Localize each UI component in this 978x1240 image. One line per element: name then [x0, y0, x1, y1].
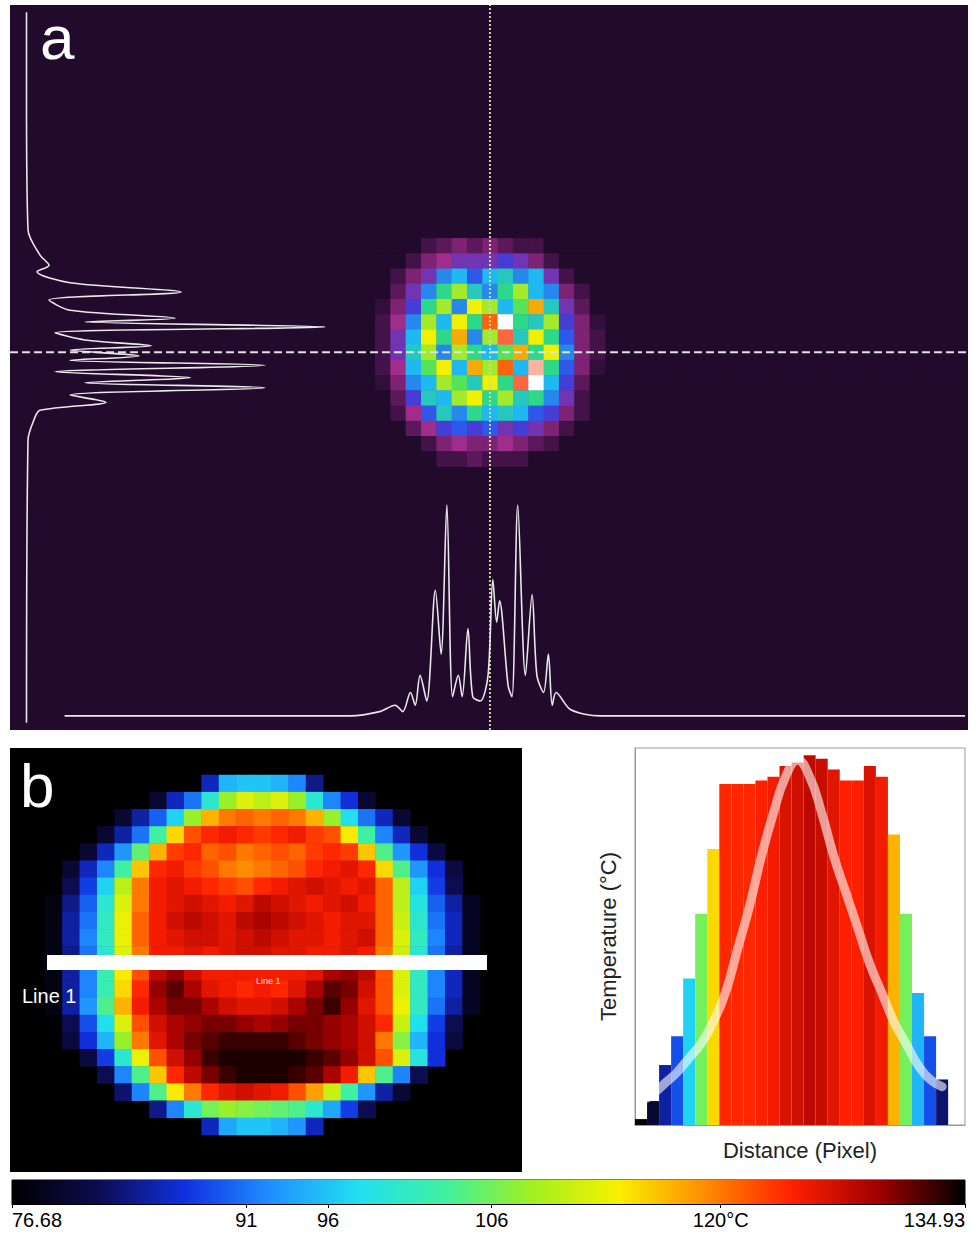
svg-text:Distance (Pixel): Distance (Pixel)	[723, 1138, 877, 1163]
svg-text:106: 106	[475, 1209, 508, 1231]
svg-text:134.93: 134.93	[904, 1209, 965, 1231]
svg-text:76.68: 76.68	[12, 1209, 62, 1231]
svg-text:Line 1: Line 1	[22, 985, 77, 1007]
svg-text:a: a	[40, 3, 75, 72]
svg-text:b: b	[20, 751, 54, 820]
svg-text:120°C: 120°C	[693, 1209, 749, 1231]
svg-text:Line 1: Line 1	[256, 976, 281, 986]
svg-text:Temperature (°C): Temperature (°C)	[596, 852, 621, 1021]
svg-text:91: 91	[235, 1209, 257, 1231]
svg-text:96: 96	[317, 1209, 339, 1231]
